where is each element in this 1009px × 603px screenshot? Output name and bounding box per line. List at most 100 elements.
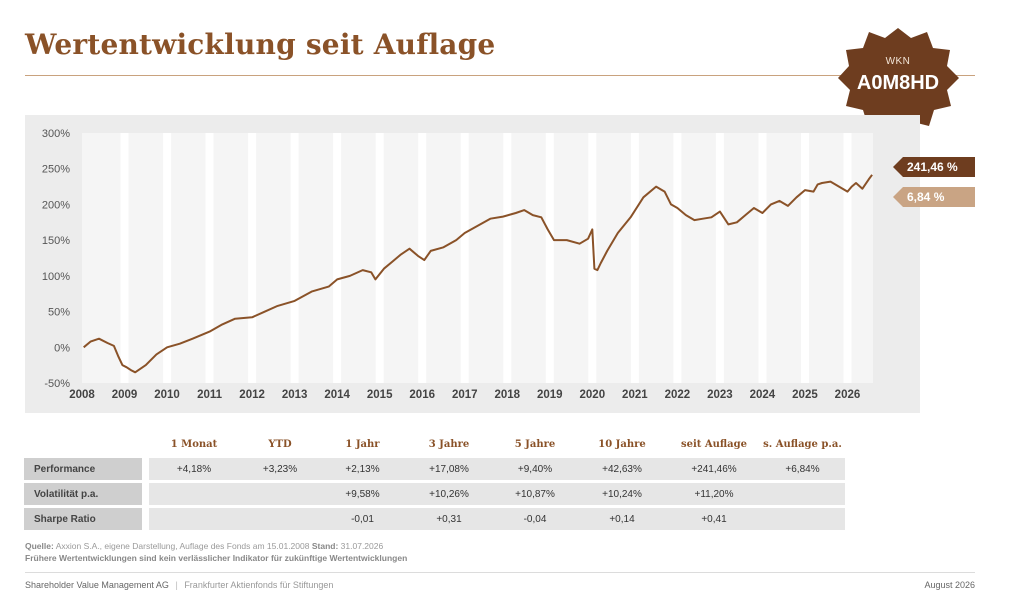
table-gap [142, 458, 149, 480]
table-cell [760, 483, 845, 505]
column-header: s. Auflage p.a. [763, 438, 842, 450]
row-label: Volatilität p.a. [24, 483, 142, 505]
x-tick-label: 2014 [324, 389, 350, 401]
y-tick-label: 200% [42, 199, 70, 211]
table-cell: +0,41 [668, 508, 760, 530]
table-cell: +0,14 [576, 508, 668, 530]
table-row: Sharpe Ratio -0,01 +0,31 -0,04 +0,14 +0,41 [24, 508, 845, 530]
y-tick-label: -50% [44, 378, 70, 390]
plot-area [82, 133, 873, 383]
total-return-value: 241,46 % [907, 160, 958, 174]
x-tick-label: 2021 [622, 389, 648, 401]
footer-divider [25, 572, 975, 573]
table-cell: -0,01 [321, 508, 404, 530]
row-label: Performance [24, 458, 142, 480]
grid-band [503, 133, 512, 383]
table-gap [142, 508, 149, 530]
footer-date: August 2026 [924, 580, 975, 590]
table-cell [760, 508, 845, 530]
y-tick-label: 250% [42, 164, 70, 176]
grid-band [715, 133, 724, 383]
column-header: YTD [268, 438, 292, 450]
x-tick-label: 2013 [282, 389, 308, 401]
grid-band [800, 133, 809, 383]
x-tick-label: 2026 [835, 389, 861, 401]
table-corner [24, 433, 142, 455]
table-cell: +6,84% [760, 458, 845, 480]
table-gap [142, 433, 149, 455]
x-tick-label: 2010 [154, 389, 180, 401]
x-tick-label: 2012 [239, 389, 265, 401]
x-tick-label: 2017 [452, 389, 478, 401]
stand-date: 31.07.2026 [340, 541, 384, 551]
performance-table: 1 Monat YTD 1 Jahr 3 Jahre 5 Jahre 10 Jahre se… [24, 430, 845, 533]
total-return-flag: 241,46 % [893, 157, 975, 177]
column-header: 5 Jahre [514, 438, 556, 450]
footer-left: Shareholder Value Management AG | Frankf… [25, 580, 333, 590]
column-header: 3 Jahre [428, 438, 470, 450]
table-cell [239, 508, 321, 530]
grid-band [333, 133, 342, 383]
wkn-label: WKN [885, 56, 911, 67]
x-tick-label: 2011 [197, 389, 223, 401]
x-tick-label: 2022 [665, 389, 691, 401]
grid-band [375, 133, 384, 383]
table-cell: +10,87% [494, 483, 576, 505]
table-cell: +9,40% [494, 458, 576, 480]
y-tick-label: 50% [48, 307, 70, 319]
stand-label: Stand: [311, 541, 339, 551]
x-tick-label: 2024 [750, 389, 776, 401]
grid-band [843, 133, 852, 383]
table-cell: +241,46% [668, 458, 760, 480]
column-header: seit Auflage [680, 438, 748, 450]
series-line [83, 174, 873, 374]
table-cell: +10,26% [404, 483, 494, 505]
grid-band [248, 133, 257, 383]
column-header: 10 Jahre [598, 438, 646, 450]
x-tick-label: 2019 [537, 389, 563, 401]
grid-band [120, 133, 129, 383]
table-cell [149, 508, 239, 530]
grid-band [460, 133, 469, 383]
source-label: Quelle: [25, 541, 54, 551]
table-cell: +4,18% [149, 458, 239, 480]
grid-band [758, 133, 767, 383]
y-tick-label: 150% [42, 235, 70, 247]
x-tick-label: 2018 [494, 389, 520, 401]
footer-company: Shareholder Value Management AG [25, 580, 169, 590]
x-tick-label: 2015 [367, 389, 393, 401]
page-title: Wertentwicklung seit Auflage [25, 28, 496, 61]
grid-band [163, 133, 172, 383]
source-text: Axxion S.A., eigene Darstellung, Auflage… [55, 541, 310, 551]
annual-return-value: 6,84 % [907, 190, 945, 204]
footer-fund: Frankfurter Aktienfonds für Stiftungen [184, 580, 334, 590]
x-tick-label: 2025 [792, 389, 818, 401]
table-row: Volatilität p.a. +9,58% +10,26% +10,87% +10,… [24, 483, 845, 505]
table-cell: +0,31 [404, 508, 494, 530]
table-cell: +9,58% [321, 483, 404, 505]
performance-chart: 300% 250% 200% 150% 100% 50% 0% -50% 2008 2009 20… [42, 128, 873, 401]
table-row: Performance +4,18% +3,23% +2,13% +17,08% +9,4… [24, 458, 845, 480]
x-tick-label: 2020 [580, 389, 606, 401]
row-label: Sharpe Ratio [24, 508, 142, 530]
wkn-value: A0M8HD [856, 72, 940, 94]
table-cell [149, 483, 239, 505]
grid-band [588, 133, 597, 383]
grid-band [545, 133, 554, 383]
grid-band [205, 133, 214, 383]
wkn-seal [838, 28, 959, 132]
y-tick-label: 0% [54, 342, 70, 354]
y-tick-label: 300% [42, 128, 70, 140]
table-gap [142, 483, 149, 505]
table-cell: -0,04 [494, 508, 576, 530]
table-cell [239, 483, 321, 505]
table-cell: +17,08% [404, 458, 494, 480]
x-tick-label: 2009 [112, 389, 138, 401]
y-tick-label: 100% [42, 271, 70, 283]
table-header-row: 1 Monat YTD 1 Jahr 3 Jahre 5 Jahre 10 Jahre se… [24, 433, 845, 455]
grid-band [673, 133, 682, 383]
column-header: 1 Jahr [345, 438, 380, 450]
x-tick-label: 2016 [409, 389, 435, 401]
table-cell: +11,20% [668, 483, 760, 505]
grid-band [290, 133, 299, 383]
